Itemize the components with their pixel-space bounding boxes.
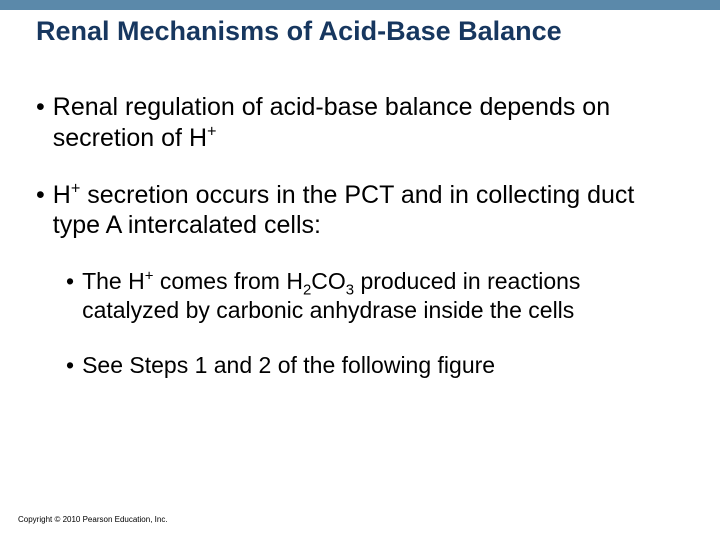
text-fragment: comes from H <box>153 268 303 294</box>
bullet-text: See Steps 1 and 2 of the following figur… <box>82 351 678 380</box>
sub-bullet-group: • The H+ comes from H2CO3 produced in re… <box>66 267 678 379</box>
bullet-dot: • <box>66 267 74 325</box>
top-accent-bar <box>0 0 720 10</box>
text-fragment: H <box>53 181 71 209</box>
copyright-notice: Copyright © 2010 Pearson Education, Inc. <box>18 515 168 524</box>
slide-body: • Renal regulation of acid-base balance … <box>36 92 678 405</box>
bullet-dot: • <box>36 180 45 242</box>
bullet-dot: • <box>66 351 74 380</box>
bullet-text: H+ secretion occurs in the PCT and in co… <box>53 180 678 242</box>
bullet-level2: • See Steps 1 and 2 of the following fig… <box>66 351 678 380</box>
slide: Renal Mechanisms of Acid-Base Balance • … <box>0 0 720 540</box>
bullet-text: Renal regulation of acid-base balance de… <box>53 92 678 154</box>
slide-title: Renal Mechanisms of Acid-Base Balance <box>36 16 684 47</box>
superscript: + <box>71 179 81 197</box>
text-fragment: The H <box>82 268 145 294</box>
text-fragment: Renal regulation of acid-base balance de… <box>53 93 610 152</box>
bullet-text: The H+ comes from H2CO3 produced in reac… <box>82 267 678 325</box>
superscript: + <box>207 122 217 140</box>
text-fragment: CO <box>311 268 346 294</box>
text-fragment: secretion occurs in the PCT and in colle… <box>53 181 635 240</box>
bullet-level1: • H+ secretion occurs in the PCT and in … <box>36 180 678 242</box>
bullet-level1: • Renal regulation of acid-base balance … <box>36 92 678 154</box>
bullet-dot: • <box>36 92 45 154</box>
bullet-level2: • The H+ comes from H2CO3 produced in re… <box>66 267 678 325</box>
